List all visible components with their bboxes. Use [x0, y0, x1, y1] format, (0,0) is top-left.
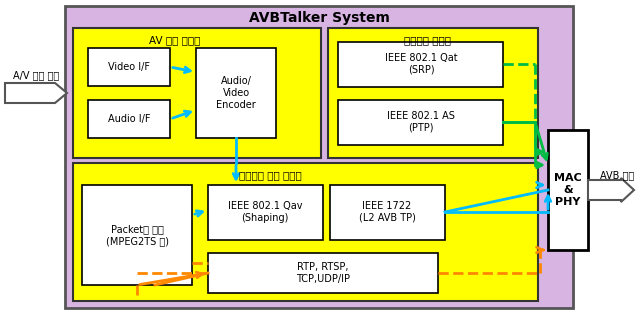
Bar — [196, 48, 276, 138]
Text: Video I/F: Video I/F — [108, 62, 150, 72]
Text: IEEE 802.1 AS
(PTP): IEEE 802.1 AS (PTP) — [387, 111, 455, 133]
Bar — [328, 28, 538, 158]
Bar — [338, 42, 503, 87]
Text: Audio/
Video
Encoder: Audio/ Video Encoder — [216, 77, 256, 110]
Text: Packet화 블록
(MPEG2TS 등): Packet화 블록 (MPEG2TS 등) — [106, 224, 168, 246]
Bar — [338, 100, 503, 145]
Bar — [73, 163, 538, 301]
Text: IEEE 802.1 Qav
(Shaping): IEEE 802.1 Qav (Shaping) — [228, 201, 302, 223]
Text: AVBTalker System: AVBTalker System — [248, 11, 389, 25]
Bar — [208, 185, 323, 240]
Bar — [65, 6, 573, 308]
Bar — [82, 185, 192, 285]
Text: 스트리밍 패킷 생성부: 스트리밍 패킷 생성부 — [239, 170, 301, 180]
Bar — [88, 100, 170, 138]
Bar — [330, 185, 445, 240]
Text: AV 신호 압축부: AV 신호 압축부 — [149, 35, 201, 45]
Bar — [548, 130, 588, 250]
Bar — [73, 28, 321, 158]
Bar — [208, 253, 438, 293]
Text: AVB 신호: AVB 신호 — [600, 170, 634, 180]
Text: RTP, RTSP,
TCP,UDP/IP: RTP, RTSP, TCP,UDP/IP — [296, 262, 350, 284]
Text: IEEE 1722
(L2 AVB TP): IEEE 1722 (L2 AVB TP) — [358, 201, 415, 223]
Text: A/V 신호 입력: A/V 신호 입력 — [13, 70, 59, 80]
Bar — [88, 48, 170, 86]
FancyArrow shape — [588, 178, 634, 202]
Text: Audio I/F: Audio I/F — [108, 114, 150, 124]
FancyArrow shape — [5, 83, 67, 103]
Text: 패킷전달 관리부: 패킷전달 관리부 — [404, 35, 451, 45]
Text: IEEE 802.1 Qat
(SRP): IEEE 802.1 Qat (SRP) — [385, 53, 458, 75]
Text: MAC
&
PHY: MAC & PHY — [554, 173, 582, 207]
